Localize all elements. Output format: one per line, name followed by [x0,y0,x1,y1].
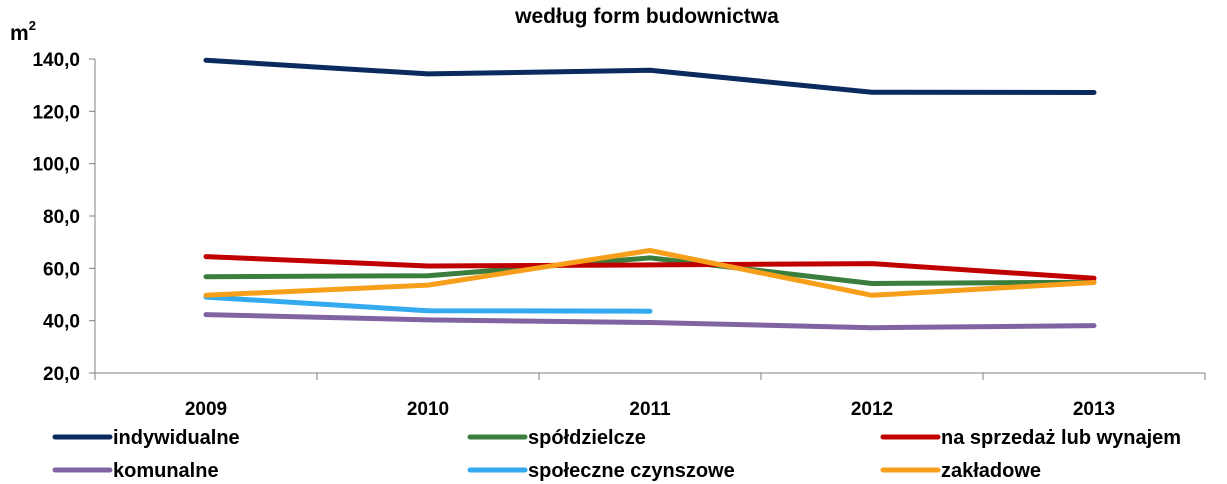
legend-label-spoleczne-czynszowe: społeczne czynszowe [528,460,735,482]
x-tick-label: 2012 [851,399,893,420]
series-line-zakladowe [203,248,1097,298]
axes [89,58,1206,380]
y-tick-label: 80,0 [43,207,80,228]
legend-label-indywidualne: indywidualne [113,427,240,449]
x-tick-label: 2013 [1073,399,1115,420]
y-tick-label: 140,0 [32,50,80,71]
y-tick-label: 60,0 [43,259,80,280]
y-tick-label: 40,0 [43,312,80,333]
legend-label-spoldzielcze: spółdzielcze [528,427,646,449]
series-lines [203,57,1097,331]
y-axis-unit-exponent: 2 [29,18,36,33]
series-line-na-sprzedaz-lub-wynajem [203,254,1097,281]
series-line-spoleczne-czynszowe [203,294,653,314]
legend-label-komunalne: komunalne [113,460,219,482]
series-line-spoldzielcze [203,255,1097,286]
x-tick-label: 2011 [629,399,671,420]
series-line-indywidualne [203,57,1097,95]
y-axis-unit: m2 [10,18,36,45]
y-tick-labels: 20,0 40,0 60,0 80,0 100,0 120,0 140,0 [32,50,80,385]
x-tick-label: 2010 [407,399,449,420]
x-tick-labels: 2009 2010 2011 2012 2013 [185,399,1115,420]
y-tick-label: 120,0 [32,102,80,123]
series-line-komunalne [203,312,1097,331]
legend-label-na-sprzedaz-lub-wynajem: na sprzedaż lub wynajem [941,427,1181,449]
chart-title: według form budownictwa [514,5,779,28]
legend: indywidualne spółdzielcze na sprzedaż lub … [52,427,1181,482]
legend-label-zakladowe: zakładowe [941,460,1041,482]
y-tick-label: 100,0 [32,155,80,176]
y-axis-unit-base: m [10,22,29,45]
y-tick-label: 20,0 [43,364,80,385]
x-tick-label: 2009 [185,399,227,420]
